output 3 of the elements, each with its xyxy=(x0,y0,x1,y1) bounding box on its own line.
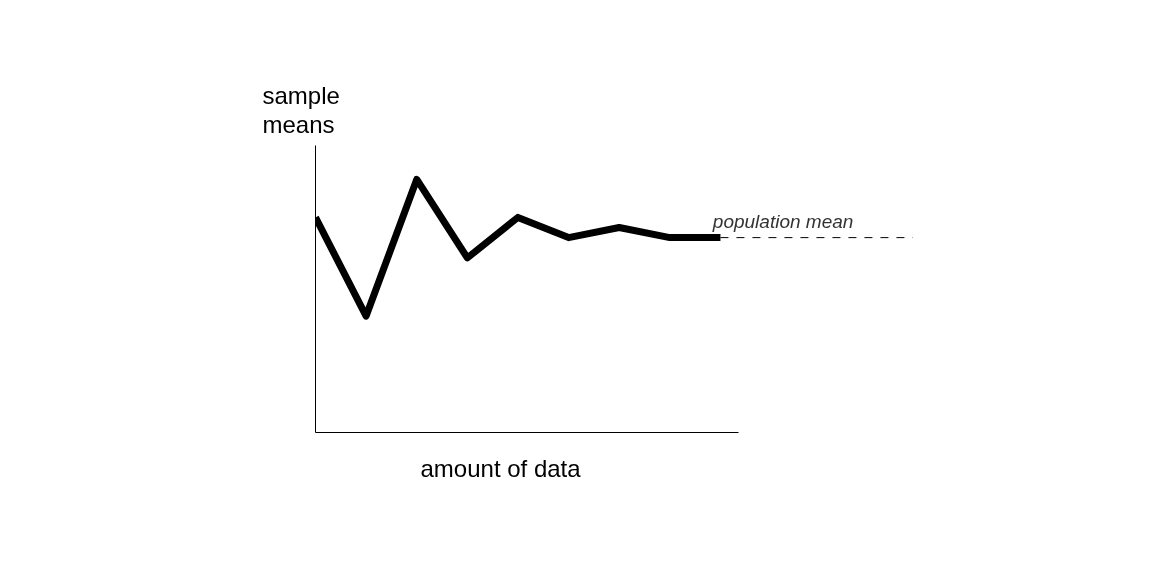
y-axis-title: sample means xyxy=(262,81,340,139)
ref-line-label: population mean xyxy=(711,210,854,232)
x-axis-title: amount of data xyxy=(420,454,582,482)
